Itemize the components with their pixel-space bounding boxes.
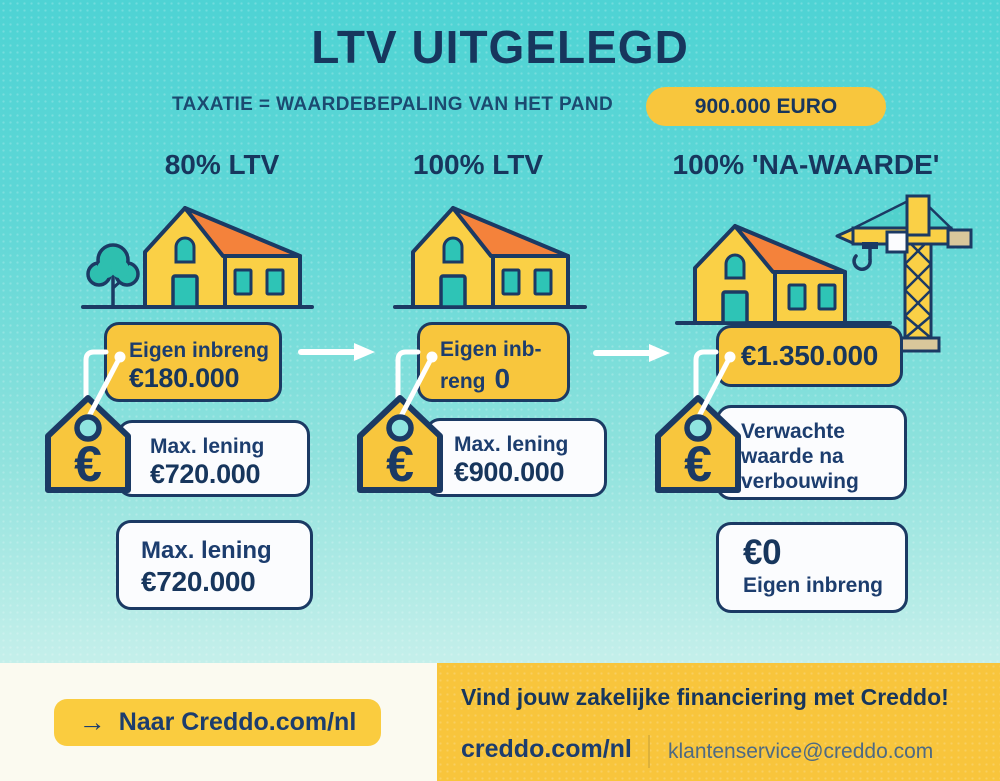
own-contribution-value-row: reng 0 — [440, 362, 567, 396]
summary-box-3: €0 Eigen inbreng — [716, 522, 908, 613]
tag-string — [83, 354, 123, 425]
house-illustration-2 — [393, 206, 587, 309]
expected-value-box: €1.350.000 — [716, 325, 903, 387]
house-crane-illustration — [675, 194, 973, 353]
summary-label: Max. lening — [141, 537, 272, 564]
price-tag-icon: € — [357, 349, 443, 493]
vertical-divider — [648, 735, 650, 768]
max-loan-value: €900.000 — [454, 457, 565, 488]
support-email: klantenservice@creddo.com — [668, 740, 934, 763]
valuation-badge: 900.000 EURO — [646, 87, 886, 126]
expected-value: €1.350.000 — [740, 340, 879, 371]
footer: → Naar Creddo.com/nl Vind jouw zakelijke… — [0, 663, 1000, 781]
taxatie-subtitle: TAXATIE = WAARDEBEPALING VAN HET PAND — [172, 94, 614, 115]
tag-string — [395, 354, 435, 425]
own-contribution-label: Eigen inbreng — [129, 339, 270, 362]
page-title: LTV UITGELEGD — [311, 21, 689, 73]
column-header-100ltv: 100% LTV — [412, 149, 544, 180]
euro-symbol: € — [386, 436, 414, 492]
own-contribution-value: 0 — [494, 363, 511, 395]
price-tag-icon: € — [655, 349, 741, 493]
column-header-nawaarde: 100% 'NA-WAARDE' — [672, 149, 940, 180]
arrow-right-icon — [593, 344, 670, 362]
tag-body — [45, 395, 131, 493]
tag-body — [357, 395, 443, 493]
promo-text: Vind jouw zakelijke financiering met Cre… — [461, 684, 949, 710]
string-knot — [114, 351, 126, 363]
tag-hole — [386, 414, 414, 442]
crane-icon — [835, 194, 973, 353]
naar-creddo-button[interactable]: → Naar Creddo.com/nl — [54, 699, 381, 746]
tag-string — [395, 349, 421, 423]
footer-right-panel: Vind jouw zakelijke financiering met Cre… — [437, 663, 1000, 781]
tag-string — [693, 349, 719, 423]
string-knot — [724, 351, 736, 363]
arrow-right-icon: → — [78, 707, 106, 737]
max-loan-box-2: Max. lening €900.000 — [425, 418, 607, 497]
column-header-80ltv: 80% LTV — [164, 149, 280, 180]
euro-symbol: € — [74, 436, 102, 492]
website-url: creddo.com/nl — [461, 735, 632, 763]
tag-string — [693, 354, 733, 425]
summary-value: €0 — [743, 533, 782, 572]
house-icon — [143, 206, 302, 309]
euro-symbol: € — [684, 436, 712, 492]
max-loan-box-1: Max. lening €720.000 — [117, 420, 310, 497]
own-contribution-value-prefix: reng — [440, 370, 486, 394]
own-contribution-box-1: Eigen inbreng €180.000 — [104, 322, 282, 402]
own-contribution-value: €180.000 — [129, 363, 240, 394]
tag-hole — [684, 414, 712, 442]
own-contribution-box-2: Eigen inb- reng 0 — [417, 322, 570, 402]
price-tag-icon: € — [45, 349, 131, 493]
own-contribution-label: Eigen inb- — [440, 338, 542, 361]
max-loan-value: €720.000 — [150, 459, 261, 490]
house-icon — [693, 224, 847, 325]
arrow-right-icon — [298, 343, 375, 361]
house-icon — [411, 206, 570, 309]
summary-label: Eigen inbreng — [743, 574, 884, 597]
string-knot — [426, 351, 438, 363]
max-loan-label: Max. lening — [150, 435, 265, 458]
max-loan-label: Max. lening — [454, 433, 569, 456]
tag-hole — [74, 414, 102, 442]
tag-string — [83, 349, 109, 423]
summary-value: €720.000 — [141, 565, 256, 597]
tree-icon — [86, 243, 140, 308]
after-value-label: Verwachte waarde na verbouwing — [741, 420, 859, 494]
tag-body — [655, 395, 741, 493]
cta-label: Naar Creddo.com/nl — [118, 708, 357, 736]
footer-left-panel: → Naar Creddo.com/nl — [0, 663, 437, 781]
summary-box-1: Max. lening €720.000 — [116, 520, 313, 610]
house-illustration-1 — [81, 206, 314, 309]
